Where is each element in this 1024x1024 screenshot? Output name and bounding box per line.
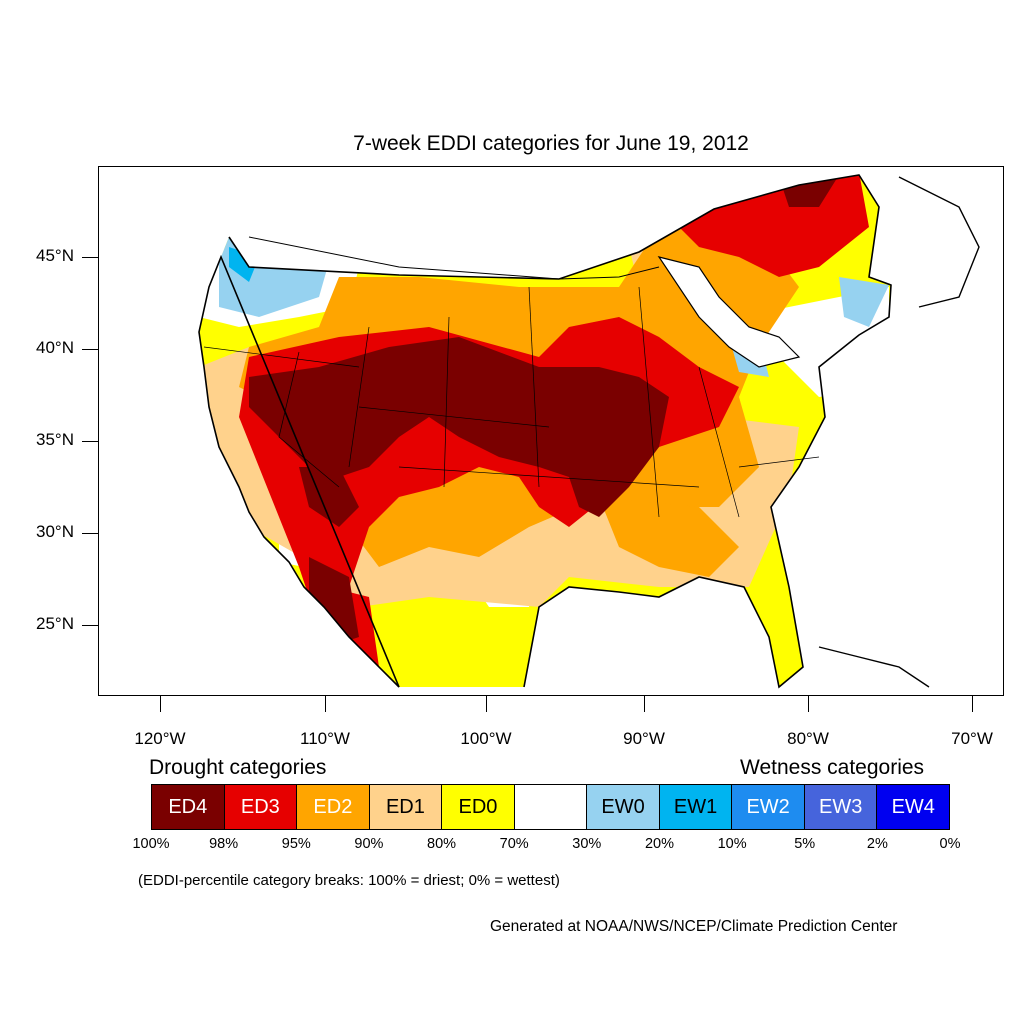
caribbean-islands <box>818 646 930 688</box>
ew0-new-england <box>839 277 889 327</box>
lat-tick-25 <box>82 625 98 626</box>
legend-colorbar: ED4 ED3 ED2 ED1 ED0 EW0 EW1 EW2 EW3 EW4 <box>151 784 950 830</box>
great-lakes <box>657 256 801 368</box>
lat-tick-30 <box>82 533 98 534</box>
canada-border <box>248 236 660 280</box>
lon-tick-100 <box>486 696 487 712</box>
credit-text: Generated at NOAA/NWS/NCEP/Climate Predi… <box>490 918 898 935</box>
category-breaks-note: (EDDI-percentile category breaks: 100% =… <box>138 872 560 889</box>
legend-box-ew0: EW0 <box>587 785 660 829</box>
percentile-label: 100% <box>132 836 170 852</box>
lon-tick-90 <box>644 696 645 712</box>
lat-tick-35 <box>82 441 98 442</box>
legend-box-ed4: ED4 <box>152 785 225 829</box>
legend-box-ed3: ED3 <box>224 785 298 829</box>
percentile-label: 5% <box>794 836 816 852</box>
lat-label-25: 25°N <box>36 614 74 633</box>
eddi-map-canvas <box>198 174 980 689</box>
lon-tick-110 <box>325 696 326 712</box>
coastline <box>198 174 892 689</box>
lon-label-110: 110°W <box>300 729 350 748</box>
percentile-label: 20% <box>644 836 674 852</box>
lat-label-40: 40°N <box>36 338 74 357</box>
legend-box-ed2: ED2 <box>297 785 370 829</box>
eddi-map <box>98 166 1004 696</box>
legend-box-ed0: ED0 <box>442 785 515 829</box>
lon-tick-70 <box>972 696 973 712</box>
lat-label-45: 45°N <box>36 246 74 265</box>
map-title: 7-week EDDI categories for June 19, 2012 <box>353 132 749 155</box>
lon-label-70: 70°W <box>951 729 993 748</box>
lat-tick-40 <box>82 349 98 350</box>
ed4-region <box>249 337 669 517</box>
percentile-label: 90% <box>354 836 384 852</box>
percentile-label: 80% <box>427 836 457 852</box>
percentile-label: 70% <box>499 836 529 852</box>
percentile-label: 95% <box>281 836 311 852</box>
percentile-label: 2% <box>866 836 888 852</box>
lat-tick-45 <box>82 257 98 258</box>
lon-label-100: 100°W <box>460 729 512 748</box>
legend-box-ew4: EW4 <box>877 785 950 829</box>
legend-box-neutral <box>514 785 588 829</box>
state-borders <box>203 286 820 518</box>
ed2-southeast <box>599 497 739 577</box>
percentile-label: 30% <box>572 836 602 852</box>
legend-box-ew1: EW1 <box>659 785 733 829</box>
drought-categories-heading: Drought categories <box>149 756 327 779</box>
canada-maritimes <box>898 176 980 308</box>
percentile-label: 0% <box>939 836 961 852</box>
legend-box-ew3: EW3 <box>804 785 878 829</box>
lon-tick-120 <box>160 696 161 712</box>
lon-label-120: 120°W <box>134 729 186 748</box>
lat-label-30: 30°N <box>36 522 74 541</box>
legend-box-ew2: EW2 <box>732 785 805 829</box>
legend-box-ed1: ED1 <box>369 785 443 829</box>
percentile-label: 98% <box>209 836 239 852</box>
lat-label-35: 35°N <box>36 430 74 449</box>
wetness-categories-heading: Wetness categories <box>740 756 925 779</box>
lon-tick-80 <box>808 696 809 712</box>
lon-label-80: 80°W <box>787 729 829 748</box>
lon-label-90: 90°W <box>623 729 665 748</box>
percentile-label: 10% <box>717 836 747 852</box>
ew0-canada <box>411 215 464 257</box>
